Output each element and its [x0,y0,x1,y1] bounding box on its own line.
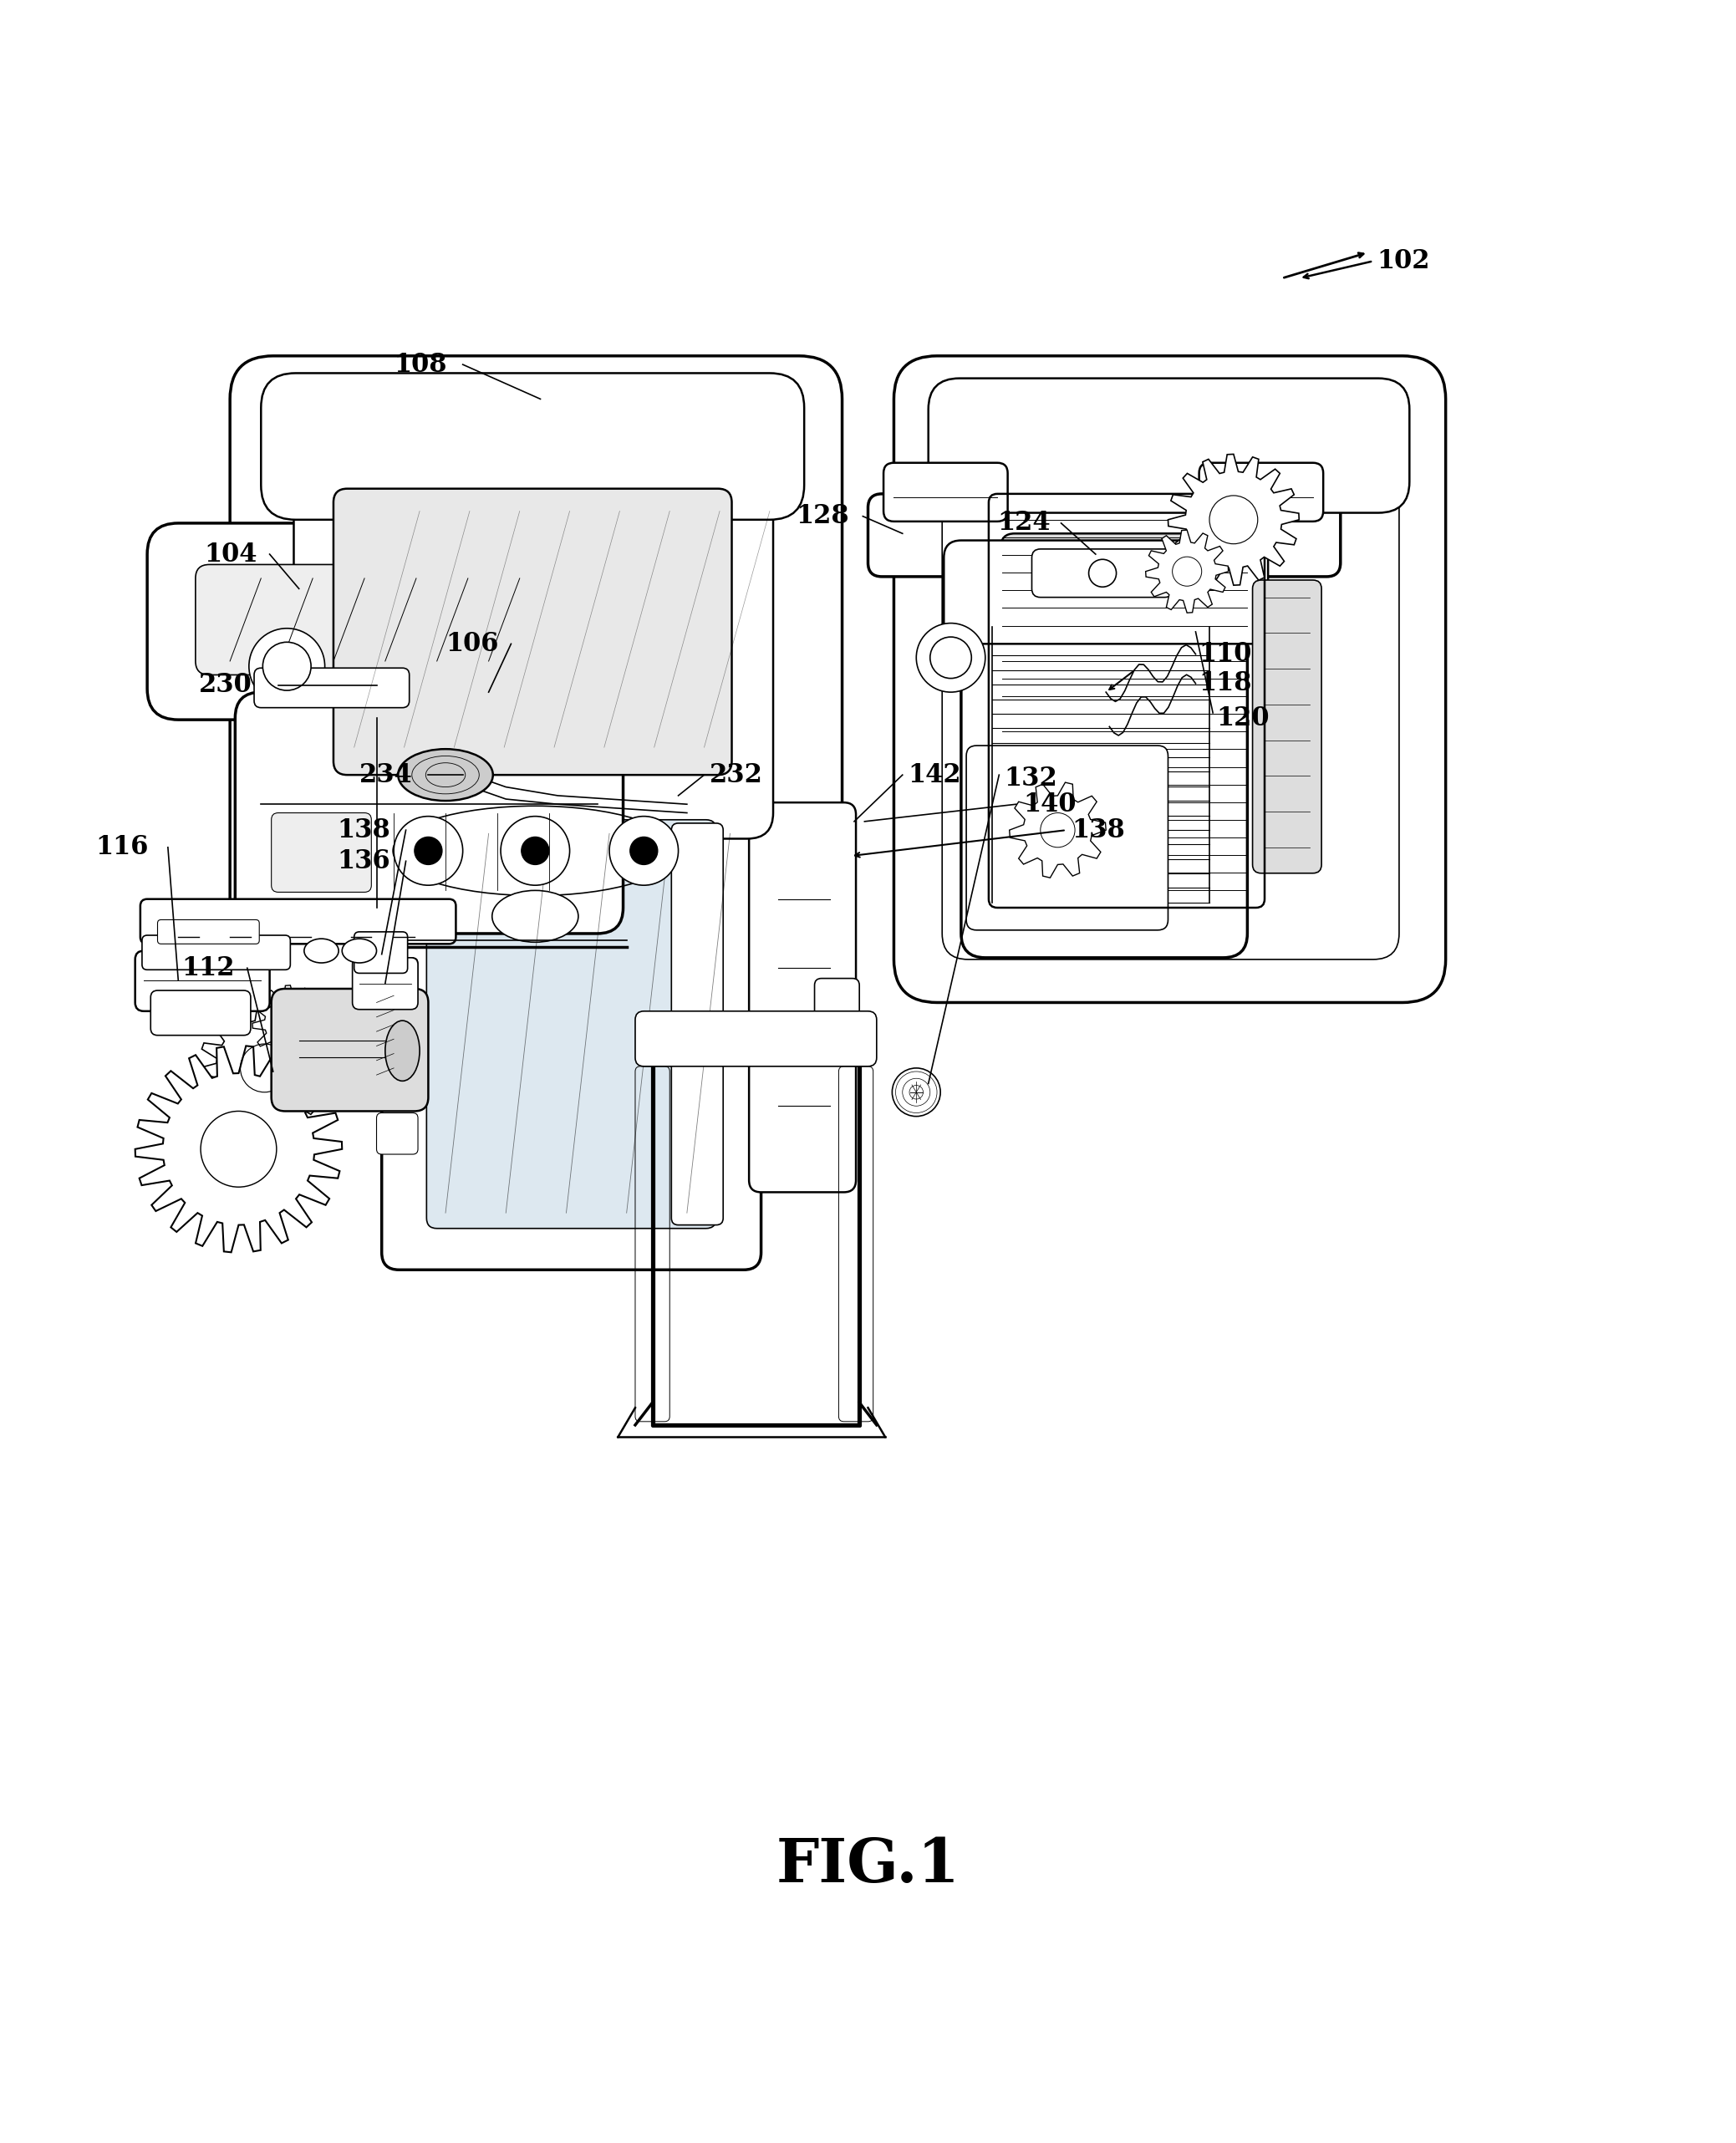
Text: 112: 112 [182,956,234,981]
FancyBboxPatch shape [884,463,1007,521]
FancyBboxPatch shape [151,990,250,1035]
Polygon shape [1146,529,1229,613]
Circle shape [415,838,443,864]
FancyBboxPatch shape [929,379,1410,512]
Circle shape [394,816,464,885]
Text: 118: 118 [1200,671,1252,696]
FancyBboxPatch shape [1200,463,1323,521]
FancyBboxPatch shape [944,540,1267,643]
FancyBboxPatch shape [1253,581,1321,872]
Text: 120: 120 [1217,705,1269,731]
FancyBboxPatch shape [1000,534,1205,617]
Text: 110: 110 [1200,641,1252,666]
Ellipse shape [491,891,578,943]
FancyBboxPatch shape [142,934,290,971]
Polygon shape [252,986,328,1061]
FancyBboxPatch shape [352,958,418,1009]
Text: FIG.1: FIG.1 [776,1834,960,1894]
FancyBboxPatch shape [962,572,1248,958]
FancyBboxPatch shape [271,812,372,891]
Ellipse shape [398,750,493,801]
Text: 132: 132 [1003,765,1057,791]
Circle shape [262,643,311,690]
Text: 140: 140 [1023,791,1076,816]
FancyBboxPatch shape [1031,549,1174,598]
Ellipse shape [385,1020,420,1080]
FancyBboxPatch shape [672,823,724,1226]
Circle shape [500,816,569,885]
Text: 124: 124 [996,510,1050,536]
FancyBboxPatch shape [229,356,842,1003]
Circle shape [609,816,679,885]
FancyBboxPatch shape [196,564,542,675]
FancyBboxPatch shape [635,1011,877,1067]
Text: 138: 138 [337,816,391,842]
Polygon shape [1168,454,1299,585]
Circle shape [917,624,986,692]
Text: 116: 116 [95,834,149,859]
FancyBboxPatch shape [141,900,457,943]
Text: 128: 128 [795,504,849,529]
FancyBboxPatch shape [271,988,429,1112]
FancyBboxPatch shape [135,951,269,1011]
Polygon shape [1009,782,1106,879]
FancyBboxPatch shape [354,932,408,973]
FancyBboxPatch shape [333,489,733,776]
FancyBboxPatch shape [377,1061,418,1102]
FancyBboxPatch shape [377,1009,418,1050]
Circle shape [930,636,972,679]
FancyBboxPatch shape [253,669,410,707]
Circle shape [892,1067,941,1117]
Text: 104: 104 [205,542,257,568]
FancyBboxPatch shape [158,919,259,943]
FancyBboxPatch shape [377,1112,418,1155]
FancyBboxPatch shape [748,801,856,1192]
Polygon shape [135,1046,342,1252]
FancyBboxPatch shape [148,523,585,720]
Text: 230: 230 [200,673,252,699]
FancyBboxPatch shape [260,373,804,521]
FancyBboxPatch shape [293,441,773,838]
Ellipse shape [304,939,339,962]
FancyBboxPatch shape [382,774,760,1271]
Ellipse shape [342,939,377,962]
Polygon shape [200,1003,330,1134]
Text: 106: 106 [446,630,498,656]
FancyBboxPatch shape [967,746,1168,930]
FancyBboxPatch shape [894,356,1446,1003]
Circle shape [630,838,658,864]
Circle shape [248,628,325,705]
Circle shape [521,838,549,864]
FancyBboxPatch shape [814,979,859,1061]
Text: 138: 138 [1071,816,1125,842]
Text: 136: 136 [337,849,391,874]
Text: 234: 234 [359,763,413,789]
FancyBboxPatch shape [427,821,717,1228]
Text: 108: 108 [394,351,446,377]
Text: 232: 232 [710,763,762,789]
FancyBboxPatch shape [377,958,418,999]
FancyBboxPatch shape [234,692,623,934]
FancyBboxPatch shape [868,493,1340,576]
Text: 102: 102 [1377,249,1430,274]
Text: 142: 142 [908,763,960,789]
